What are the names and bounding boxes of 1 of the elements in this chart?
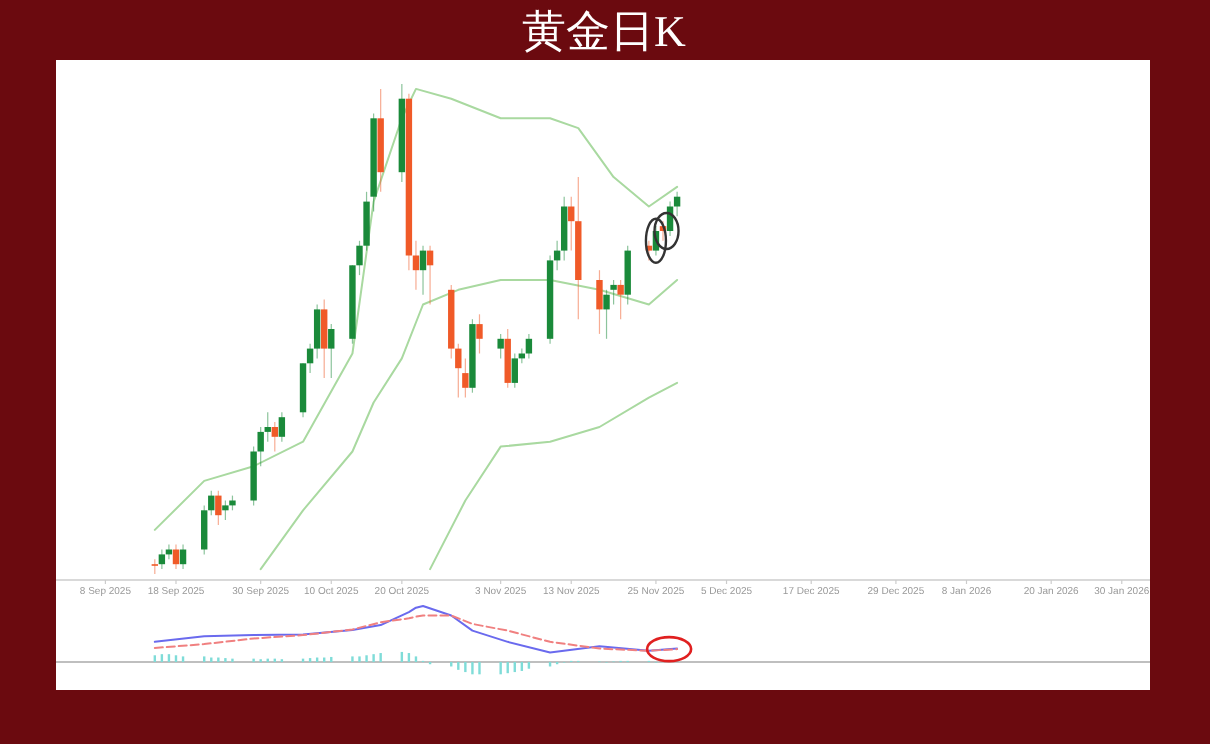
chart-title: 黄金日K — [522, 6, 687, 56]
